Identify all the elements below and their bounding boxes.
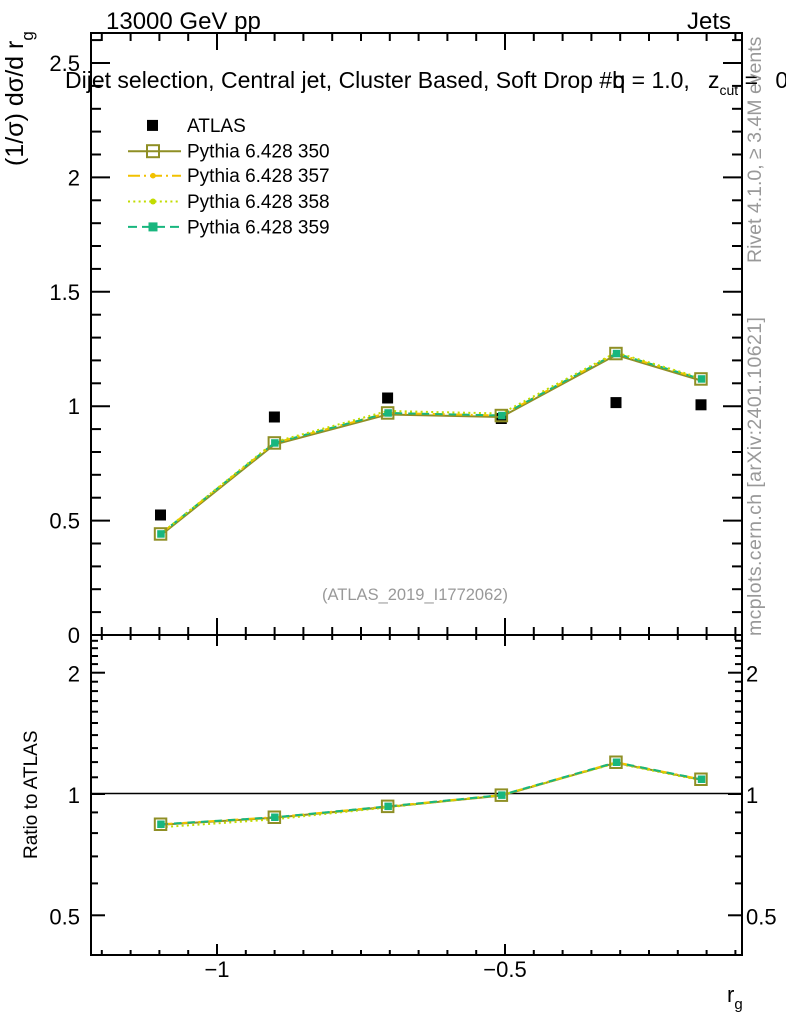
svg-text:0.5: 0.5 bbox=[746, 904, 777, 929]
svg-text:Pythia 6.428 350: Pythia 6.428 350 bbox=[187, 142, 330, 163]
svg-text:Pythia 6.428 358: Pythia 6.428 358 bbox=[187, 192, 330, 213]
svg-text:Pythia 6.428 359: Pythia 6.428 359 bbox=[187, 217, 330, 238]
svg-text:0: 0 bbox=[68, 623, 80, 648]
svg-text:1: 1 bbox=[68, 394, 80, 419]
svg-text:Jets: Jets bbox=[687, 8, 731, 35]
svg-text:Dijet selection, Central jet,: Dijet selection, Central jet, Cluster Ba… bbox=[65, 67, 690, 93]
svg-text:2.5: 2.5 bbox=[49, 51, 80, 76]
svg-text:Pythia 6.428 357: Pythia 6.428 357 bbox=[187, 166, 330, 187]
svg-text:Rivet 4.1.0, ≥ 3.4M events: Rivet 4.1.0, ≥ 3.4M events bbox=[744, 36, 766, 263]
svg-text:1.5: 1.5 bbox=[49, 280, 80, 305]
svg-text:(ATLAS_2019_I1772062): (ATLAS_2019_I1772062) bbox=[322, 586, 508, 604]
svg-text:ATLAS: ATLAS bbox=[187, 116, 246, 137]
svg-text:−1: −1 bbox=[204, 957, 229, 982]
svg-text:13000 GeV pp: 13000 GeV pp bbox=[106, 8, 261, 35]
svg-text:2: 2 bbox=[68, 662, 80, 687]
svg-text:2: 2 bbox=[68, 165, 80, 190]
svg-text:1: 1 bbox=[746, 783, 758, 808]
svg-text:Ratio to ATLAS: Ratio to ATLAS bbox=[21, 731, 42, 860]
svg-text:0.5: 0.5 bbox=[49, 509, 80, 534]
svg-text:−0.5: −0.5 bbox=[483, 957, 526, 982]
svg-text:1: 1 bbox=[68, 783, 80, 808]
svg-text:2: 2 bbox=[746, 662, 758, 687]
svg-text:0.5: 0.5 bbox=[49, 904, 80, 929]
svg-text:mcplots.cern.ch [arXiv:2401.10: mcplots.cern.ch [arXiv:2401.10621] bbox=[744, 317, 766, 636]
